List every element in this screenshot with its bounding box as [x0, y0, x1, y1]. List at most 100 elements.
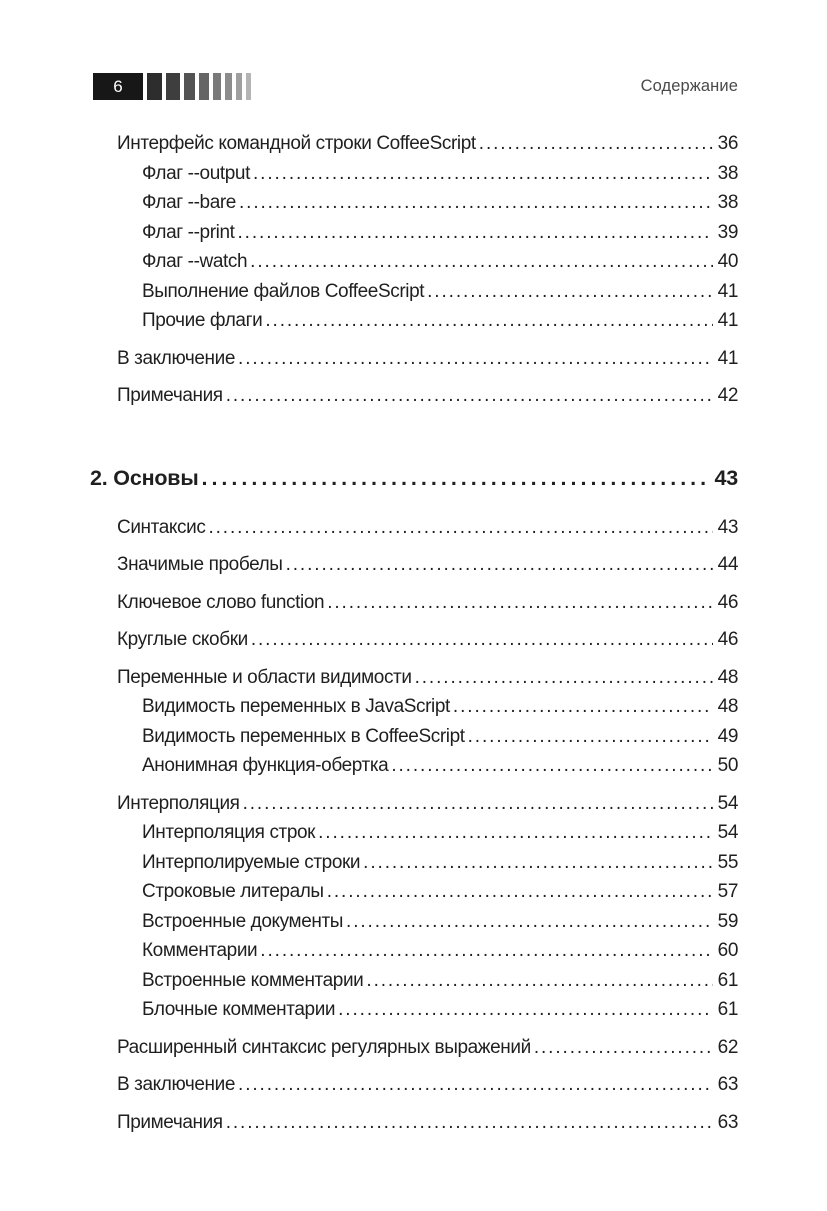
toc-entry-page: 63 [717, 1074, 739, 1095]
toc-entry-page: 43 [717, 516, 739, 538]
toc-entry-leader [531, 1033, 713, 1063]
toc-entry: Значимые пробелы 44 [90, 550, 738, 580]
toc-entry: Примечания 42 [90, 381, 738, 411]
toc-entry-leader [324, 877, 713, 907]
toc-entry-page: 48 [717, 696, 739, 717]
toc-entry-leader [235, 1070, 713, 1100]
toc-entry-label: Анонимная функция-обертка [142, 755, 389, 776]
toc-entry-label: Синтаксис [117, 516, 206, 538]
toc-entry-label: Выполнение файлов CoffeeScript [142, 280, 425, 302]
toc-entry: Видимость переменных в CoffeeScript 49 [90, 722, 738, 752]
toc-entry: Анонимная функция-обертка 50 [90, 751, 738, 781]
toc-entry-leader [283, 550, 713, 580]
toc-entry-leader [360, 848, 713, 878]
toc-entry: Синтаксис 43 [90, 513, 738, 543]
toc-entry: 2. Основы 43 [90, 462, 738, 495]
toc-entry-label: Прочие флаги [142, 310, 263, 331]
toc-entry-label: Встроенные комментарии [142, 969, 364, 991]
page-number-box: 6 [93, 73, 143, 100]
toc-entry: Комментарии 60 [90, 936, 738, 966]
toc-entry-leader [223, 381, 713, 411]
toc-entry-label: 2. Основы [90, 465, 199, 490]
toc-entry-label: Примечания [117, 1111, 223, 1133]
header-bars [147, 73, 251, 100]
toc-entry-leader [315, 818, 713, 848]
toc-entry-leader [324, 588, 712, 618]
toc-entry-page: 62 [717, 1036, 739, 1058]
toc-entry-page: 57 [717, 881, 739, 902]
toc-entry-page: 40 [717, 251, 739, 272]
header-bar [147, 73, 162, 100]
toc-entry-label: Флаг --output [142, 162, 250, 184]
toc-entry-page: 60 [717, 940, 739, 961]
toc-entry: Прочие флаги 41 [90, 306, 738, 336]
header-bar [246, 73, 251, 100]
toc-entry-label: Флаг --print [142, 221, 235, 243]
toc-entry-leader [412, 663, 713, 693]
toc-entry-label: Примечания [117, 385, 223, 406]
page-header: 6 Содержание [0, 73, 827, 100]
toc-entry-leader [248, 625, 713, 655]
toc-list: Интерфейс командной строки CoffeeScript … [90, 121, 738, 1137]
toc-entry: Расширенный синтаксис регулярных выражен… [90, 1033, 738, 1063]
toc-entry-leader [236, 188, 713, 218]
toc-entry-page: 46 [717, 629, 739, 650]
header-bar [225, 73, 232, 100]
toc-entry-leader [343, 907, 713, 937]
header-bar [184, 73, 195, 100]
toc-entry-page: 41 [717, 280, 739, 302]
toc-entry: В заключение 63 [90, 1070, 738, 1100]
toc-entry-leader [257, 936, 712, 966]
toc-entry-label: Значимые пробелы [117, 554, 283, 575]
toc-entry: Интерполяция 54 [90, 789, 738, 819]
toc-entry-label: Интерполируемые строки [142, 851, 361, 873]
toc-entry-leader [198, 462, 705, 495]
toc-entry-label: Комментарии [142, 940, 258, 961]
toc-entry-page: 36 [717, 133, 739, 154]
toc-entry-label: Интерполяция [117, 792, 240, 814]
toc-entry-page: 55 [717, 851, 739, 873]
toc-entry-leader [250, 159, 713, 189]
page-number: 6 [113, 77, 123, 96]
header-bar [166, 73, 180, 100]
toc-entry-leader [240, 789, 713, 819]
toc-entry-page: 39 [717, 221, 739, 243]
toc-entry-label: Видимость переменных в CoffeeScript [142, 725, 465, 747]
toc-entry-leader [476, 129, 713, 159]
toc-entry: Флаг --watch 40 [90, 247, 738, 277]
toc-entry-page: 48 [717, 666, 739, 688]
toc-entry-page: 50 [717, 755, 739, 776]
toc-entry: Встроенные документы 59 [90, 907, 738, 937]
toc-entry: В заключение 41 [90, 344, 738, 374]
toc-entry-leader [223, 1108, 713, 1138]
toc-entry: Строковые литералы 57 [90, 877, 738, 907]
toc-entry-label: Встроенные документы [142, 910, 344, 932]
toc-entry: Флаг --output 38 [90, 159, 738, 189]
toc-entry-page: 63 [717, 1111, 739, 1133]
toc-entry-page: 61 [717, 969, 739, 991]
toc-entry: Круглые скобки 46 [90, 625, 738, 655]
toc-entry-page: 44 [717, 554, 739, 575]
toc-entry-label: Строковые литералы [142, 881, 324, 902]
toc-entry-leader [424, 277, 713, 307]
toc-entry-leader [363, 966, 712, 996]
toc-entry: Встроенные комментарии 61 [90, 966, 738, 996]
toc-entry-label: Флаг --watch [142, 251, 248, 272]
header-bar [199, 73, 209, 100]
toc-entry: Примечания 63 [90, 1108, 738, 1138]
toc-entry-page: 61 [717, 999, 739, 1020]
toc-entry-label: Интерфейс командной строки CoffeeScript [117, 133, 476, 154]
toc-entry: Интерфейс командной строки CoffeeScript … [90, 129, 738, 159]
toc-entry-leader [465, 722, 713, 752]
toc-entry-leader [235, 218, 713, 248]
toc-entry-label: Флаг --bare [142, 192, 236, 213]
header-bar [236, 73, 242, 100]
toc-entry-page: 38 [717, 162, 739, 184]
toc-entry: Переменные и области видимости 48 [90, 663, 738, 693]
toc-entry-label: Ключевое слово function [117, 591, 325, 613]
toc-entry-leader [388, 751, 712, 781]
toc-entry-leader [450, 692, 713, 722]
toc-entry-label: Переменные и области видимости [117, 666, 412, 688]
toc-entry-page: 46 [717, 591, 739, 613]
toc-entry-page: 54 [717, 822, 739, 843]
